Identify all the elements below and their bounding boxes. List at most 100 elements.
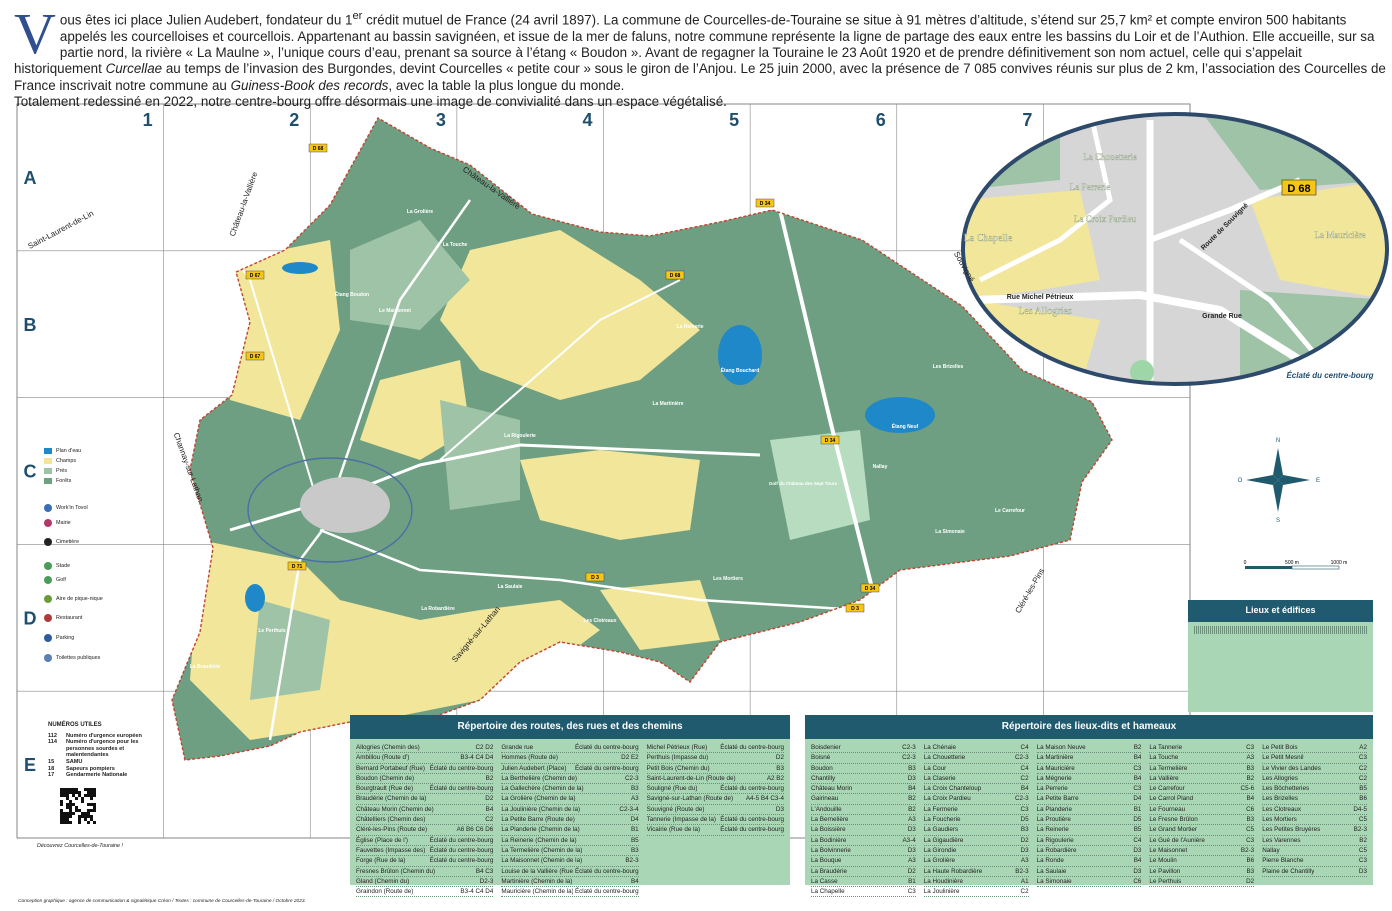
directory-row [1194,628,1367,630]
entry-ref: C2 [1020,774,1029,782]
map-label: La Reinerie [677,324,704,330]
directory-row: La Joulinière (Chemin de la) C2-3-4 [501,805,639,816]
entry-name: La Termelière [1149,764,1188,772]
compass-arrow [1273,480,1283,512]
entry-name: La Claserie [923,774,956,782]
directory-row: Gairineau B2 [811,794,916,805]
scale-label: 500 m [1285,560,1299,566]
inset-label: La Chouetterie [1083,152,1137,162]
entry-ref: B4 [1020,785,1029,793]
directory-row: Fresnes Brûlon (Chemin du) B4 C3 [356,867,494,877]
entry-name: Vicairie (Rue de la) [646,826,701,834]
entry-ref: C2 [1020,888,1029,896]
map-label: La Robardière [421,606,455,612]
road-code: D 34 [865,586,876,592]
legend-label: Toilettes publiques [56,655,101,661]
pond [282,262,318,274]
entry-name: Allogries (Chemin des) [356,744,420,751]
directory-row: Le Petit Bois A2 [1262,743,1367,754]
entry-ref: A3-4 [902,836,916,844]
grid-row-label: C [24,462,37,482]
qr-module [90,803,93,806]
grid-column-label: 3 [436,110,446,130]
entry-name: La Perrerie [1036,785,1068,793]
qr-module [75,806,78,809]
qr-module [60,818,63,821]
panel-columns [1188,622,1373,634]
qr-module [93,821,96,824]
entry-ref: D2-3 [479,877,494,885]
meadow [440,400,520,510]
number-label: SAMU [66,758,83,765]
qr-module [72,812,75,815]
directory-row: Le Moulin B6 [1149,856,1255,867]
entry-ref: B4 [908,785,916,793]
entry-name: Les Petites Bruyères [1262,826,1321,834]
map-label: La Touche [443,242,468,248]
intro-segment: , avec la table la plus longue du monde. [388,77,625,93]
entry-ref: B3 [908,764,916,772]
entry-ref: Éclaté du centre-bourg [720,826,784,834]
entry-ref: C3 [1133,785,1142,793]
entry-name: La Gaudiers [923,826,959,834]
map-label: La Braudérie [190,664,221,670]
entry-ref: B1 [630,826,639,834]
qr-module [78,809,81,812]
directory-row [1194,630,1367,632]
road-code-badge [308,143,328,153]
directory-row: La Cour C4 [923,764,1029,774]
qr-module [69,809,72,812]
entry-name: Ambillou (Route d') [356,754,410,762]
legend-item: Restaurant [44,614,82,622]
entry-name: La Petite Barre [1036,795,1079,803]
inset-label: Grande Rue [1202,313,1242,320]
directory-row: Les Allogries C2 [1262,774,1367,785]
panel-column: Boisdenier C2-3 Boisné C2-3 Boudon B3 Chantill… [811,743,916,898]
entry-ref: C4 [1133,836,1142,844]
qr-module [84,794,87,797]
entry-ref: Éclaté du centre-bourg [720,816,784,824]
field [1250,180,1385,300]
directory-row: Julien Audebert (Place) Éclaté du centre-… [501,764,639,774]
map-label: Saint-Laurent-de-Lin [27,209,96,251]
directory-row: La Rigoulerie C4 [1036,836,1142,846]
directory-row: Souvigné (Route de) D3 [646,805,784,816]
entry-ref: D2 [1246,877,1255,885]
entry-ref: A4-5 B4 C3-4 [745,795,784,803]
entry-name: La Casse [811,877,838,885]
qr-module [90,815,93,818]
entry-ref: D3 [1358,867,1367,875]
directory-row: La Gigaudière D2 [923,836,1029,846]
panel-column: La Maison Neuve B2 La Martinière B4 La Mauri… [1036,743,1142,897]
directory-row: Pierre Blanche C3 [1262,856,1367,867]
directory-row: Martinière (Chemin de la) B4 [501,877,639,888]
directory-row: Plaine de Chantilly D3 [1262,867,1367,877]
directory-row: Le Petit Mesnil C3 [1262,753,1367,764]
qr-module [93,791,96,794]
directory-row: La Tannerie C3 [1149,743,1255,754]
entry-name: La Simonaie [1036,877,1072,885]
entry-ref: Éclaté du centre-bourg [574,764,639,772]
qr-module [78,818,81,821]
entry-name: Le Petit Mesnil [1262,754,1304,762]
entry-ref: C3 [1133,764,1142,772]
entry-ref: B4 [485,805,494,813]
directory-row: La Chapelle C3 [811,887,916,898]
map-label: La Grolière [407,209,434,215]
pond [718,325,762,385]
directory-row: Petit Bois (Chemin du) B3 [646,764,784,774]
qr-module [87,815,90,818]
entry-name: La Joulinière [923,888,960,896]
directory-row: La Ronde B4 [1036,856,1142,867]
grid-column-label: 7 [1022,110,1032,130]
legend-label: Parking [56,635,75,641]
scale-label: 0 [1244,560,1247,566]
entry-name: Michel Pétrieux (Rue) [646,744,708,751]
entry-name: La Bernelière [811,816,849,824]
qr-module [81,812,84,815]
entry-ref: B2-3 [1353,826,1367,834]
